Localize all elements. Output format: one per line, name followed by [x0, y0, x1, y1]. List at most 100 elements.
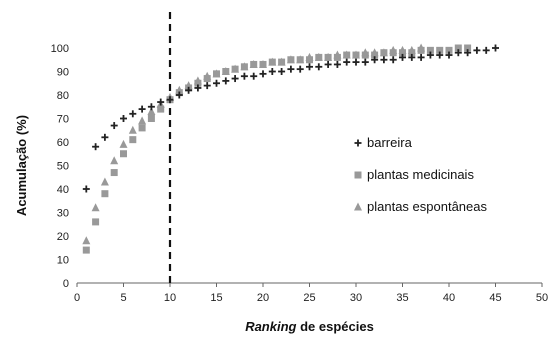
data-point — [417, 46, 425, 54]
x-tick-label: 40 — [443, 292, 455, 304]
y-tick-label: 20 — [57, 231, 69, 243]
x-tick-label: 25 — [303, 292, 315, 304]
data-point — [278, 58, 286, 66]
data-point — [436, 46, 444, 54]
y-tick-label: 30 — [57, 208, 69, 220]
data-point — [82, 236, 91, 245]
data-point — [333, 53, 341, 61]
x-tick-label: 20 — [257, 292, 269, 304]
data-point — [100, 177, 109, 186]
data-point — [138, 105, 146, 113]
x-tick-label: 45 — [489, 292, 501, 304]
y-tick-label: 10 — [57, 255, 69, 267]
data-point — [259, 70, 267, 78]
data-point — [278, 68, 286, 75]
data-point — [147, 115, 155, 122]
data-point — [333, 60, 341, 68]
x-tick-label: 50 — [536, 292, 548, 304]
data-point — [250, 60, 258, 68]
series-plantas-medicinais — [82, 44, 472, 254]
y-tick-label: 70 — [57, 114, 69, 126]
data-point — [315, 53, 323, 61]
data-point — [120, 115, 127, 122]
data-marks — [82, 43, 499, 254]
y-tick-label: 100 — [51, 43, 69, 55]
data-point — [110, 122, 118, 130]
data-point — [445, 46, 453, 54]
data-point — [352, 51, 360, 59]
y-tick-label: 90 — [57, 67, 69, 79]
data-point — [426, 46, 434, 54]
y-axis-title: Acumulação (%) — [14, 115, 29, 216]
data-point — [408, 53, 416, 61]
data-point — [194, 84, 202, 92]
data-point — [306, 56, 313, 64]
x-tick-label: 10 — [164, 292, 176, 304]
data-point — [157, 98, 165, 106]
data-point — [361, 58, 369, 66]
data-point — [119, 139, 128, 148]
data-point — [240, 72, 248, 80]
data-point — [268, 58, 276, 66]
data-point — [417, 53, 425, 61]
data-point — [120, 150, 127, 158]
legend-label: barreira — [367, 135, 413, 150]
data-point — [194, 79, 202, 87]
data-point — [445, 51, 453, 59]
data-point — [259, 60, 267, 68]
data-point — [222, 68, 230, 75]
legend-marker — [354, 171, 362, 179]
data-point — [389, 49, 397, 57]
data-point — [147, 106, 156, 115]
data-point — [101, 133, 109, 141]
data-point — [110, 156, 119, 165]
y-tick-label: 50 — [57, 161, 69, 173]
data-point — [101, 190, 109, 198]
data-point — [473, 46, 481, 54]
data-point — [482, 46, 490, 54]
data-point — [166, 96, 174, 104]
data-point — [371, 51, 379, 59]
data-point — [82, 246, 90, 254]
y-tick-label: 40 — [57, 184, 69, 196]
data-point — [315, 63, 323, 71]
y-tick-label: 0 — [63, 278, 69, 290]
data-point — [138, 116, 147, 125]
data-point — [82, 185, 90, 193]
x-tick-label: 5 — [120, 292, 126, 304]
data-point — [213, 79, 220, 87]
x-axis-title: Ranking de espécies — [245, 319, 374, 334]
data-point — [92, 218, 100, 226]
data-point — [324, 60, 332, 68]
data-point — [91, 203, 100, 212]
data-point — [296, 65, 304, 73]
data-point — [352, 58, 360, 66]
data-point — [380, 49, 388, 57]
x-tick-label: 35 — [396, 292, 408, 304]
legend-marker — [354, 202, 362, 211]
data-point — [92, 143, 100, 151]
x-tick-label: 30 — [350, 292, 362, 304]
series-barreira — [82, 44, 499, 193]
data-point — [399, 53, 406, 61]
data-point — [138, 124, 146, 132]
data-point — [175, 91, 183, 99]
data-point — [129, 136, 137, 144]
data-point — [324, 53, 332, 61]
data-point — [343, 58, 351, 66]
data-point — [240, 63, 248, 71]
data-point — [185, 86, 193, 94]
data-point — [389, 56, 397, 64]
data-point — [231, 65, 239, 73]
data-point — [128, 125, 137, 134]
x-tick-label: 15 — [210, 292, 222, 304]
axes: 0 5 10 15 20 25 30 35 40 45 50 0 10 20 30 40 50 60 70 80 90 1… — [51, 43, 548, 304]
data-point — [464, 49, 472, 57]
data-point — [306, 63, 313, 71]
legend-marker — [354, 139, 362, 147]
data-point — [343, 51, 351, 59]
legend-label: plantas medicinais — [367, 167, 474, 182]
x-tick-label: 0 — [74, 292, 80, 304]
data-point — [110, 169, 118, 177]
